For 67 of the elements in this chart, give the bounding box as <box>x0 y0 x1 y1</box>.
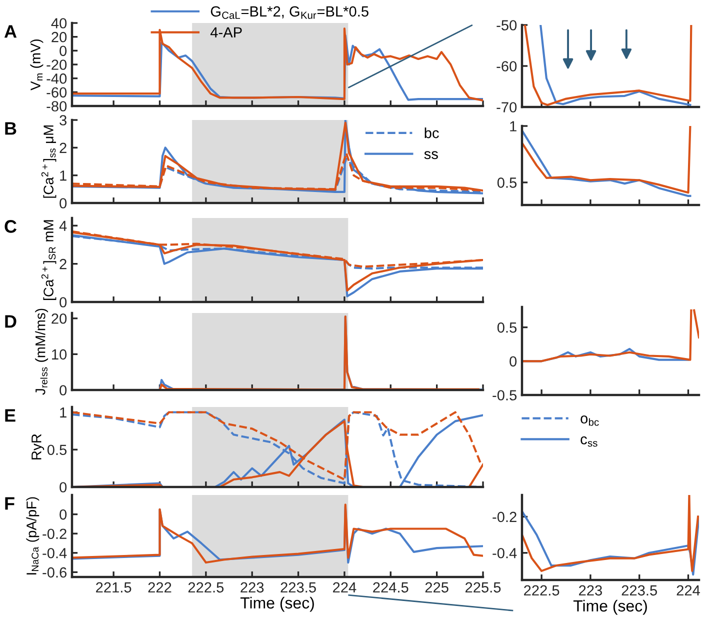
legend-label: G$_{CaL}$=BL*2, G$_{Kur}$=BL*0.5 <box>210 6 368 19</box>
chart-title: E <box>5 409 16 422</box>
y-tick-label: -40 <box>46 73 67 84</box>
y-tick-label: -80 <box>46 101 67 112</box>
y-tick-label: 0.5 <box>47 444 67 456</box>
y-tick-label: 0 <box>60 482 67 492</box>
legend-label: ss <box>424 151 438 160</box>
y-tick-label: -0.4 <box>492 548 517 558</box>
x-tick-label: 224.5 <box>373 582 408 593</box>
chart-title: A <box>4 25 17 38</box>
y-tick-label: 2 <box>60 258 66 270</box>
y-tick-label: -0.4 <box>42 548 67 558</box>
x-axis-title: Time (sec) <box>240 596 314 612</box>
y-tick-label: 0 <box>60 46 67 56</box>
y-tick-label: 1 <box>60 170 66 181</box>
x-tick-label: 225 <box>425 582 448 593</box>
chart-title: F <box>5 497 14 510</box>
y-tick-label: 0 <box>60 198 67 208</box>
y-tick-label: 0.5 <box>497 322 517 333</box>
x-tick-label: 223 <box>240 582 264 593</box>
y-tick-label: 0 <box>510 356 517 367</box>
y-tick-label: -70 <box>496 102 517 112</box>
x-tick-label: 222.5 <box>524 585 560 596</box>
y-tick-label: 0.5 <box>497 178 517 188</box>
x-tick-label: 225.5 <box>465 582 501 593</box>
y-axis-title: [Ca$^{2+}$]$_{SR}$ mM <box>41 220 56 300</box>
x-tick-label: 223.5 <box>622 585 657 596</box>
y-tick-label: -0.2 <box>492 512 516 522</box>
x-tick-label: 223.5 <box>280 582 316 593</box>
y-tick-label: -20 <box>46 60 67 70</box>
y-tick-label: 10 <box>52 349 67 360</box>
y-axis-title: RyR <box>32 434 44 460</box>
y-tick-label: -60 <box>46 87 67 98</box>
x-axis-title: Time (sec) <box>573 600 647 615</box>
y-tick-label: 4 <box>59 220 67 231</box>
x-tick-label: 224 <box>333 582 356 592</box>
y-tick-label: 1 <box>510 121 516 132</box>
x-tick-label: 221.5 <box>96 582 132 593</box>
x-tick-label: 223 <box>579 585 602 596</box>
legend-label: o$_{bc}$ <box>580 416 599 426</box>
chart-title: D <box>5 315 16 328</box>
y-tick-label: -0.5 <box>492 390 517 400</box>
legend-label: 4-AP <box>210 27 242 38</box>
y-tick-label: 20 <box>52 32 67 42</box>
y-tick-label: 2 <box>60 142 66 153</box>
y-axis-title: J$_{relss}$ (mM/ms) <box>35 308 48 395</box>
y-tick-label: -50 <box>496 20 517 30</box>
y-tick-label: 0 <box>60 297 67 308</box>
y-tick-label: -0.2 <box>42 528 66 540</box>
chart-title: B <box>5 122 16 135</box>
y-tick-label: -60 <box>496 61 517 72</box>
x-tick-label: 222.5 <box>188 582 224 593</box>
legend-label: bc <box>424 127 439 138</box>
y-tick-label: 0 <box>60 509 67 520</box>
y-tick-label: 20 <box>52 313 67 324</box>
chart-title: C <box>4 220 17 233</box>
y-tick-label: 40 <box>51 18 67 28</box>
y-tick-label: 3 <box>60 115 66 126</box>
y-axis-title: I$_{NaCa}$ (pA/pF) <box>26 497 40 574</box>
y-axis-title: V$_{m}$ (mV) <box>30 39 44 90</box>
y-tick-label: 0 <box>60 385 67 396</box>
legend-label: c$_{ss}$ <box>580 436 598 447</box>
y-tick-label: -0.6 <box>42 567 66 578</box>
x-tick-label: 222 <box>148 582 172 592</box>
y-tick-label: 1 <box>60 407 66 418</box>
y-axis-title: [Ca$^{2+}$]$_{ss}$ μM <box>41 125 56 198</box>
x-tick-label: 224 <box>676 585 700 596</box>
